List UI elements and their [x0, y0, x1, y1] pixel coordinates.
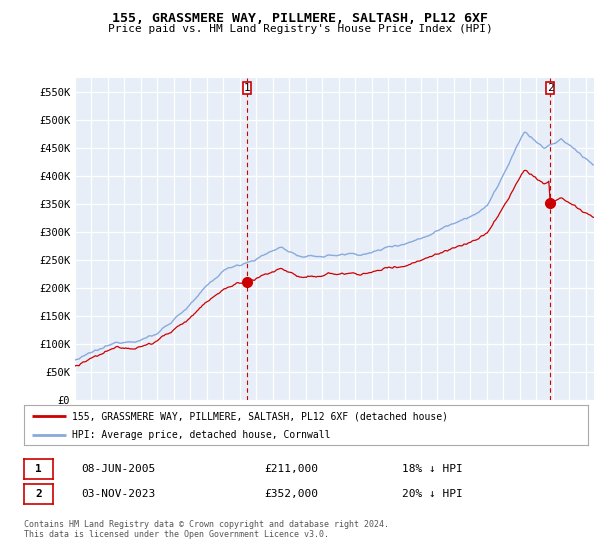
Text: £211,000: £211,000 [264, 464, 318, 474]
Text: 03-NOV-2023: 03-NOV-2023 [81, 489, 155, 499]
Text: 20% ↓ HPI: 20% ↓ HPI [402, 489, 463, 499]
Text: 2: 2 [547, 83, 554, 93]
Text: Price paid vs. HM Land Registry's House Price Index (HPI): Price paid vs. HM Land Registry's House … [107, 24, 493, 34]
Text: Contains HM Land Registry data © Crown copyright and database right 2024.
This d: Contains HM Land Registry data © Crown c… [24, 520, 389, 539]
Text: 1: 1 [35, 464, 42, 474]
Bar [546, 82, 554, 94]
Text: 08-JUN-2005: 08-JUN-2005 [81, 464, 155, 474]
Text: £352,000: £352,000 [264, 489, 318, 499]
Text: HPI: Average price, detached house, Cornwall: HPI: Average price, detached house, Corn… [72, 430, 331, 440]
Text: 155, GRASSMERE WAY, PILLMERE, SALTASH, PL12 6XF: 155, GRASSMERE WAY, PILLMERE, SALTASH, P… [112, 12, 488, 25]
Text: 18% ↓ HPI: 18% ↓ HPI [402, 464, 463, 474]
Text: 155, GRASSMERE WAY, PILLMERE, SALTASH, PL12 6XF (detached house): 155, GRASSMERE WAY, PILLMERE, SALTASH, P… [72, 411, 448, 421]
Bar [243, 82, 251, 94]
Text: 1: 1 [244, 83, 250, 93]
Text: 2: 2 [35, 489, 42, 499]
